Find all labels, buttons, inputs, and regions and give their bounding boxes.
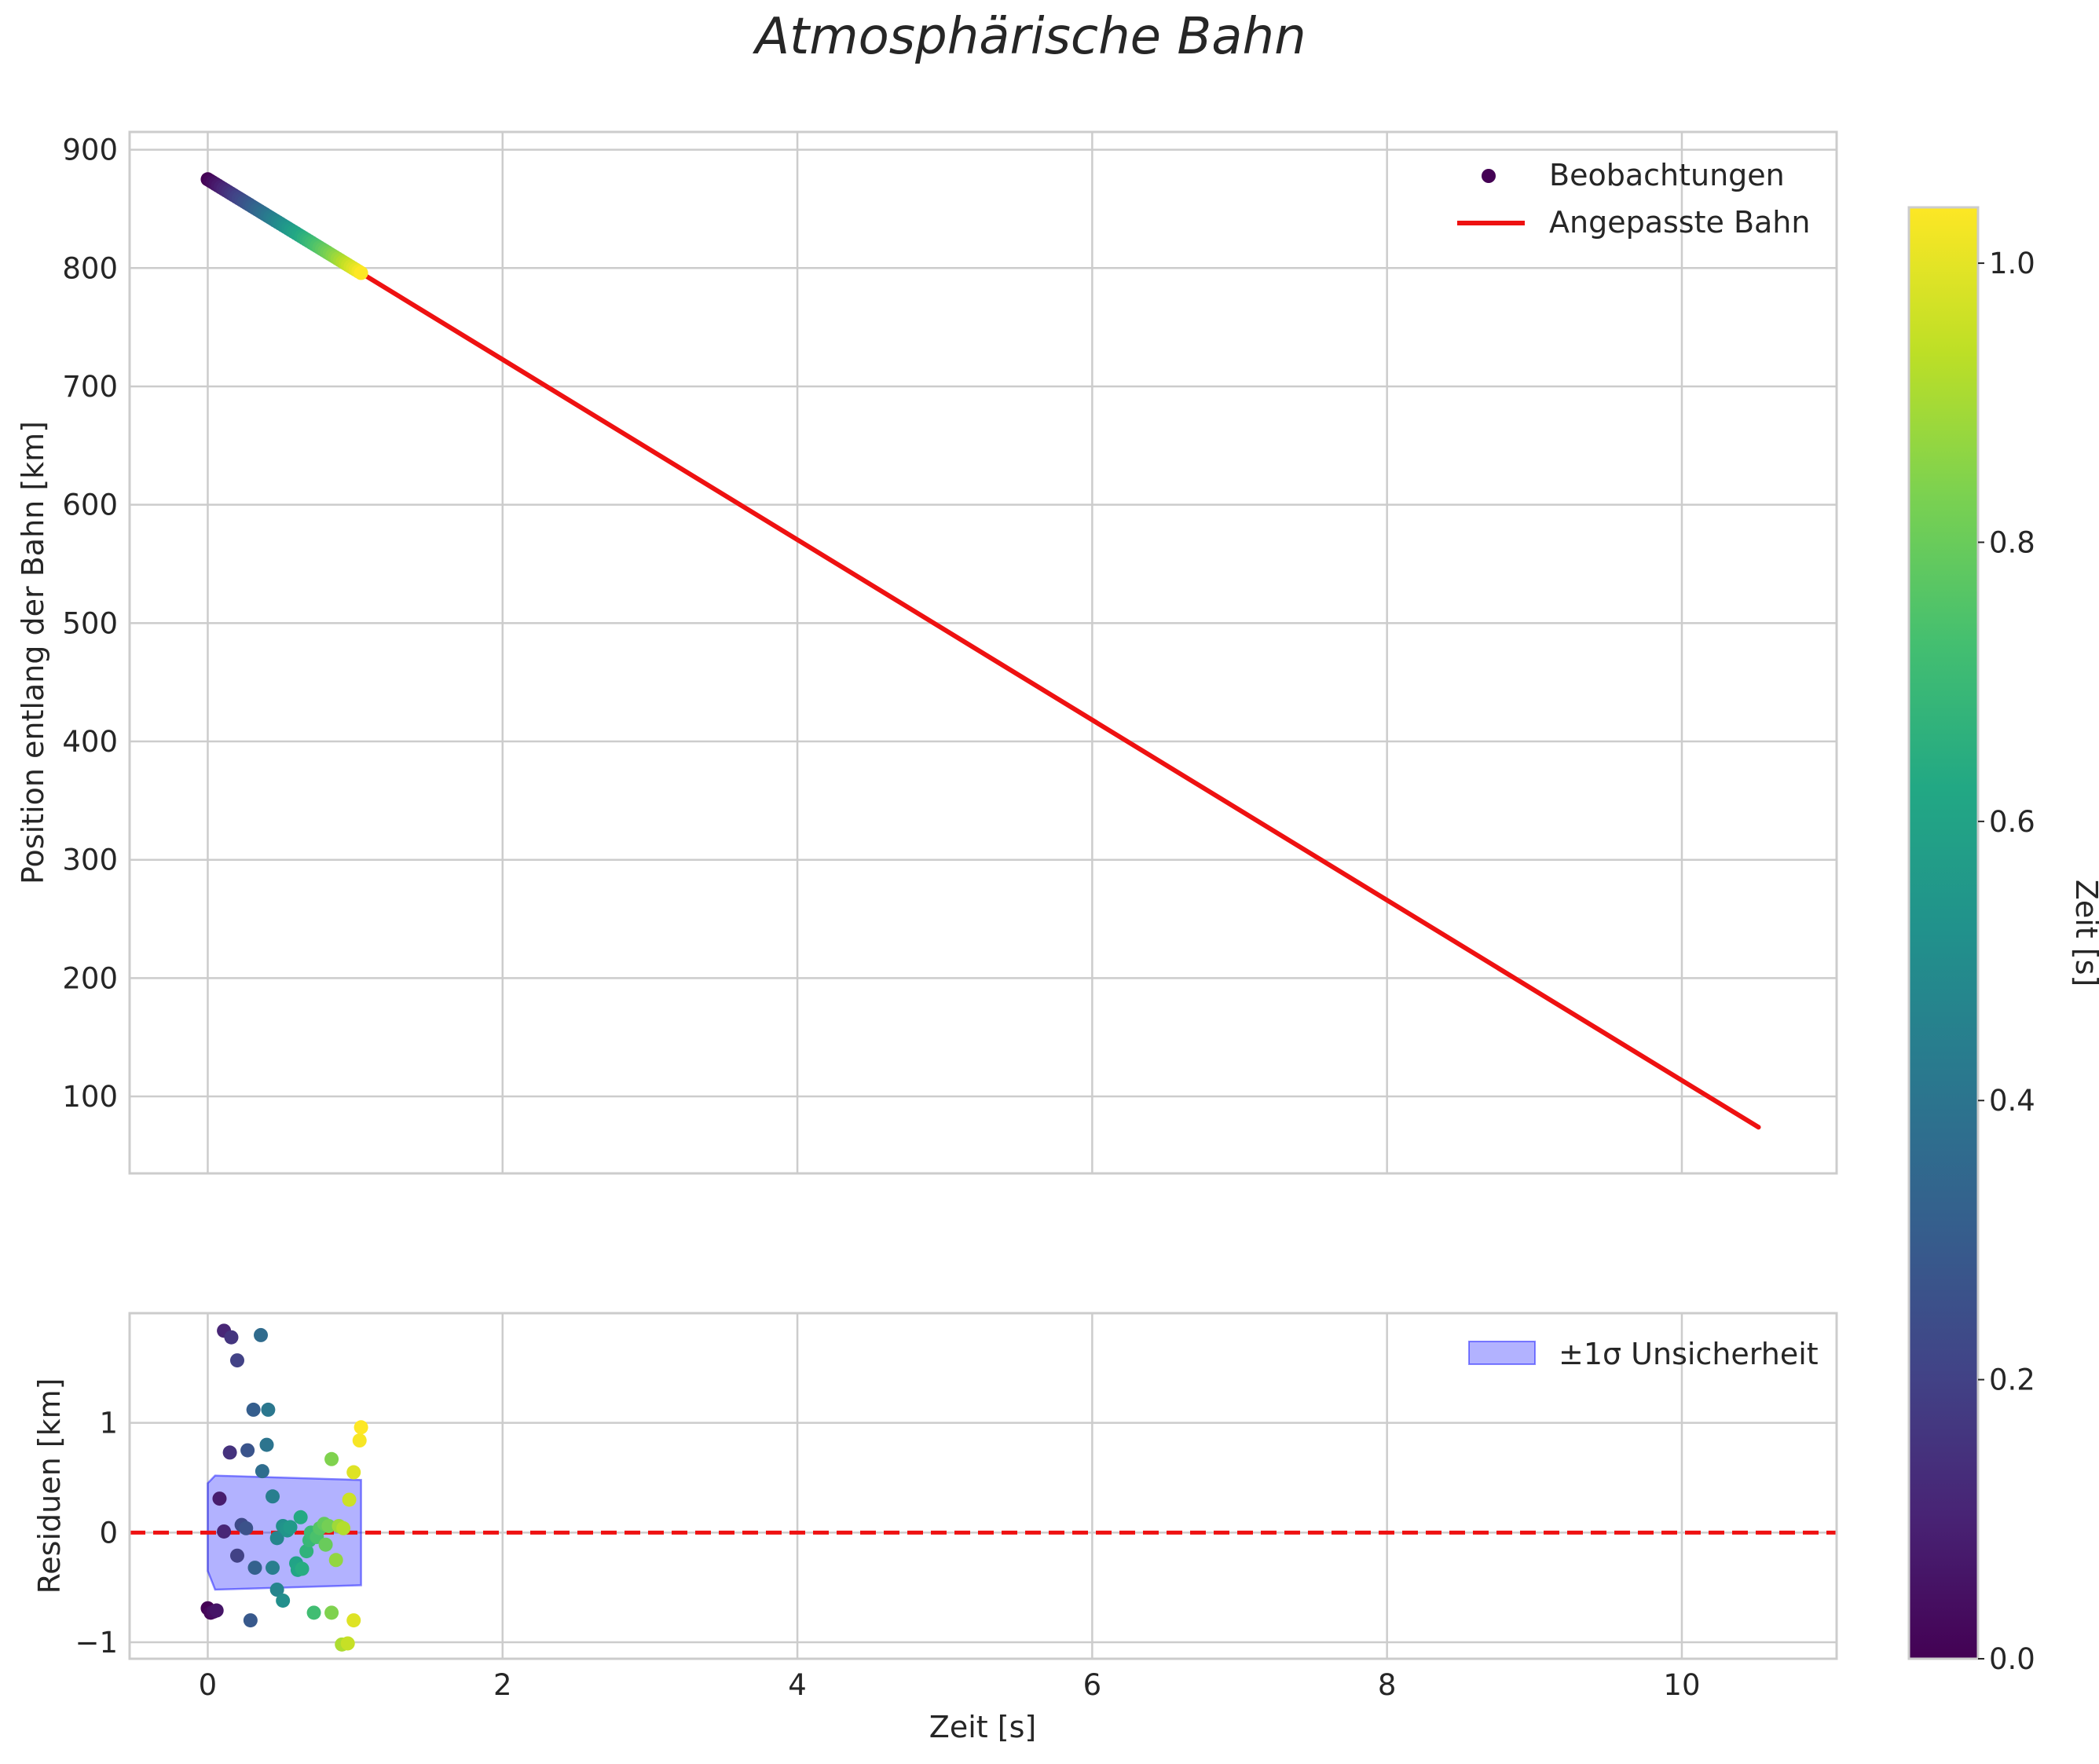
- residual-point: [293, 1510, 308, 1524]
- top-y-tick-labels: 100 200 300 400 500 600 700 800 900: [62, 134, 118, 1114]
- residual-point: [353, 1420, 368, 1435]
- bottom-plot-background: [130, 1313, 1837, 1659]
- bottom-legend: ±1σ Unsicherheit: [1468, 1337, 1819, 1371]
- residual-point: [259, 1437, 274, 1452]
- residual-point: [324, 1605, 339, 1620]
- x-tick-label: 4: [788, 1668, 807, 1702]
- residual-point: [247, 1561, 262, 1576]
- top-y-axis-label: Position entlang der Bahn [km]: [16, 421, 50, 884]
- legend-marker-band: [1468, 1341, 1536, 1365]
- residual-point: [269, 1531, 284, 1546]
- top-y-tick-label: 400: [62, 725, 118, 759]
- bottom-axes: −1 0 1 0 2 4 6 8 10 Residuen [km] Zeit [s] ±1σ …: [32, 1312, 1838, 1744]
- residual-point: [269, 1583, 284, 1597]
- top-y-tick-label: 200: [62, 961, 118, 995]
- residual-point: [340, 1636, 355, 1651]
- residual-point: [261, 1402, 276, 1417]
- residual-point: [229, 1353, 244, 1368]
- residual-point: [318, 1537, 333, 1552]
- residual-point: [283, 1520, 298, 1535]
- observation-point: [353, 265, 368, 280]
- residual-point: [212, 1491, 227, 1506]
- bottom-y-tick-label: 0: [99, 1516, 118, 1550]
- residual-point: [266, 1561, 280, 1576]
- residual-point: [352, 1433, 367, 1448]
- top-y-tick-label: 600: [62, 489, 118, 522]
- colorbar-tick-label: 0.4: [1989, 1084, 2035, 1118]
- x-tick-label: 8: [1378, 1668, 1397, 1702]
- colorbar: 0.0 0.2 0.4 0.6 0.8 1.0 Zeit [s]: [1907, 206, 2099, 1676]
- bottom-x-tick-labels: 0 2 4 6 8 10: [199, 1668, 1701, 1702]
- colorbar-tick-label: 0.2: [1989, 1363, 2035, 1397]
- bottom-y-tick-label: −1: [75, 1626, 118, 1660]
- x-tick-label: 0: [199, 1668, 218, 1702]
- legend-label-band: ±1σ Unsicherheit: [1559, 1337, 1819, 1371]
- chart-title: Atmosphärische Bahn: [752, 8, 1306, 66]
- top-y-tick-label: 100: [62, 1080, 118, 1114]
- residual-point: [306, 1605, 321, 1620]
- top-axes: 100 200 300 400 500 600 700 800 900 Position ent…: [16, 130, 1838, 1175]
- residual-point: [229, 1548, 244, 1563]
- x-tick-label: 10: [1663, 1668, 1700, 1702]
- residual-point: [217, 1524, 232, 1539]
- colorbar-gradient: [1907, 206, 1980, 1660]
- colorbar-tick-label: 0.8: [1989, 525, 2035, 559]
- residual-point: [299, 1544, 314, 1559]
- x-tick-label: 6: [1083, 1668, 1102, 1702]
- top-y-tick-label: 900: [62, 134, 118, 167]
- top-y-tick-label: 700: [62, 370, 118, 404]
- residual-point: [346, 1613, 361, 1628]
- residual-point: [266, 1489, 280, 1504]
- top-y-tick-label: 800: [62, 251, 118, 285]
- colorbar-tick-label: 0.0: [1989, 1642, 2035, 1676]
- residual-point: [222, 1445, 237, 1460]
- top-y-tick-label: 500: [62, 606, 118, 640]
- residual-point: [295, 1561, 310, 1576]
- residual-point: [324, 1451, 339, 1466]
- top-axes-frame: [128, 130, 1838, 1175]
- x-tick-label: 2: [493, 1668, 512, 1702]
- legend-label-fit: Angepasste Bahn: [1549, 205, 1810, 240]
- residual-point: [342, 1492, 357, 1507]
- residual-point: [224, 1330, 239, 1345]
- residual-point: [276, 1593, 291, 1608]
- residual-point: [209, 1603, 224, 1618]
- residual-points: [200, 1323, 368, 1652]
- residual-point: [346, 1465, 361, 1480]
- colorbar-label: Zeit [s]: [2069, 880, 2099, 986]
- legend-label-observations: Beobachtungen: [1549, 158, 1785, 192]
- residual-point: [243, 1613, 258, 1628]
- residual-point: [328, 1553, 343, 1568]
- bottom-y-tick-labels: −1 0 1: [75, 1407, 118, 1660]
- bottom-axes-frame: [128, 1312, 1838, 1660]
- residual-point: [239, 1521, 254, 1535]
- top-legend: Beobachtungen Angepasste Bahn: [1457, 158, 1810, 240]
- legend-marker-observations: [1482, 169, 1496, 183]
- fit-line-group: [205, 177, 1761, 1130]
- top-grid: [130, 132, 1837, 1173]
- residual-point: [255, 1464, 269, 1479]
- residual-point: [321, 1518, 336, 1533]
- colorbar-tick-labels: 0.0 0.2 0.4 0.6 0.8 1.0: [1978, 247, 2035, 1676]
- fit-line: [205, 177, 1761, 1130]
- observation-points: [200, 172, 368, 280]
- residual-point: [254, 1327, 269, 1342]
- colorbar-tick-label: 0.6: [1989, 805, 2035, 839]
- residual-point: [336, 1521, 351, 1535]
- top-y-tick-label: 300: [62, 844, 118, 877]
- residual-point: [240, 1443, 255, 1458]
- bottom-y-tick-label: 1: [99, 1407, 118, 1440]
- colorbar-tick-label: 1.0: [1989, 247, 2035, 280]
- residual-point: [246, 1402, 261, 1417]
- bottom-y-axis-label: Residuen [km]: [32, 1378, 67, 1594]
- x-axis-label: Zeit [s]: [929, 1710, 1036, 1744]
